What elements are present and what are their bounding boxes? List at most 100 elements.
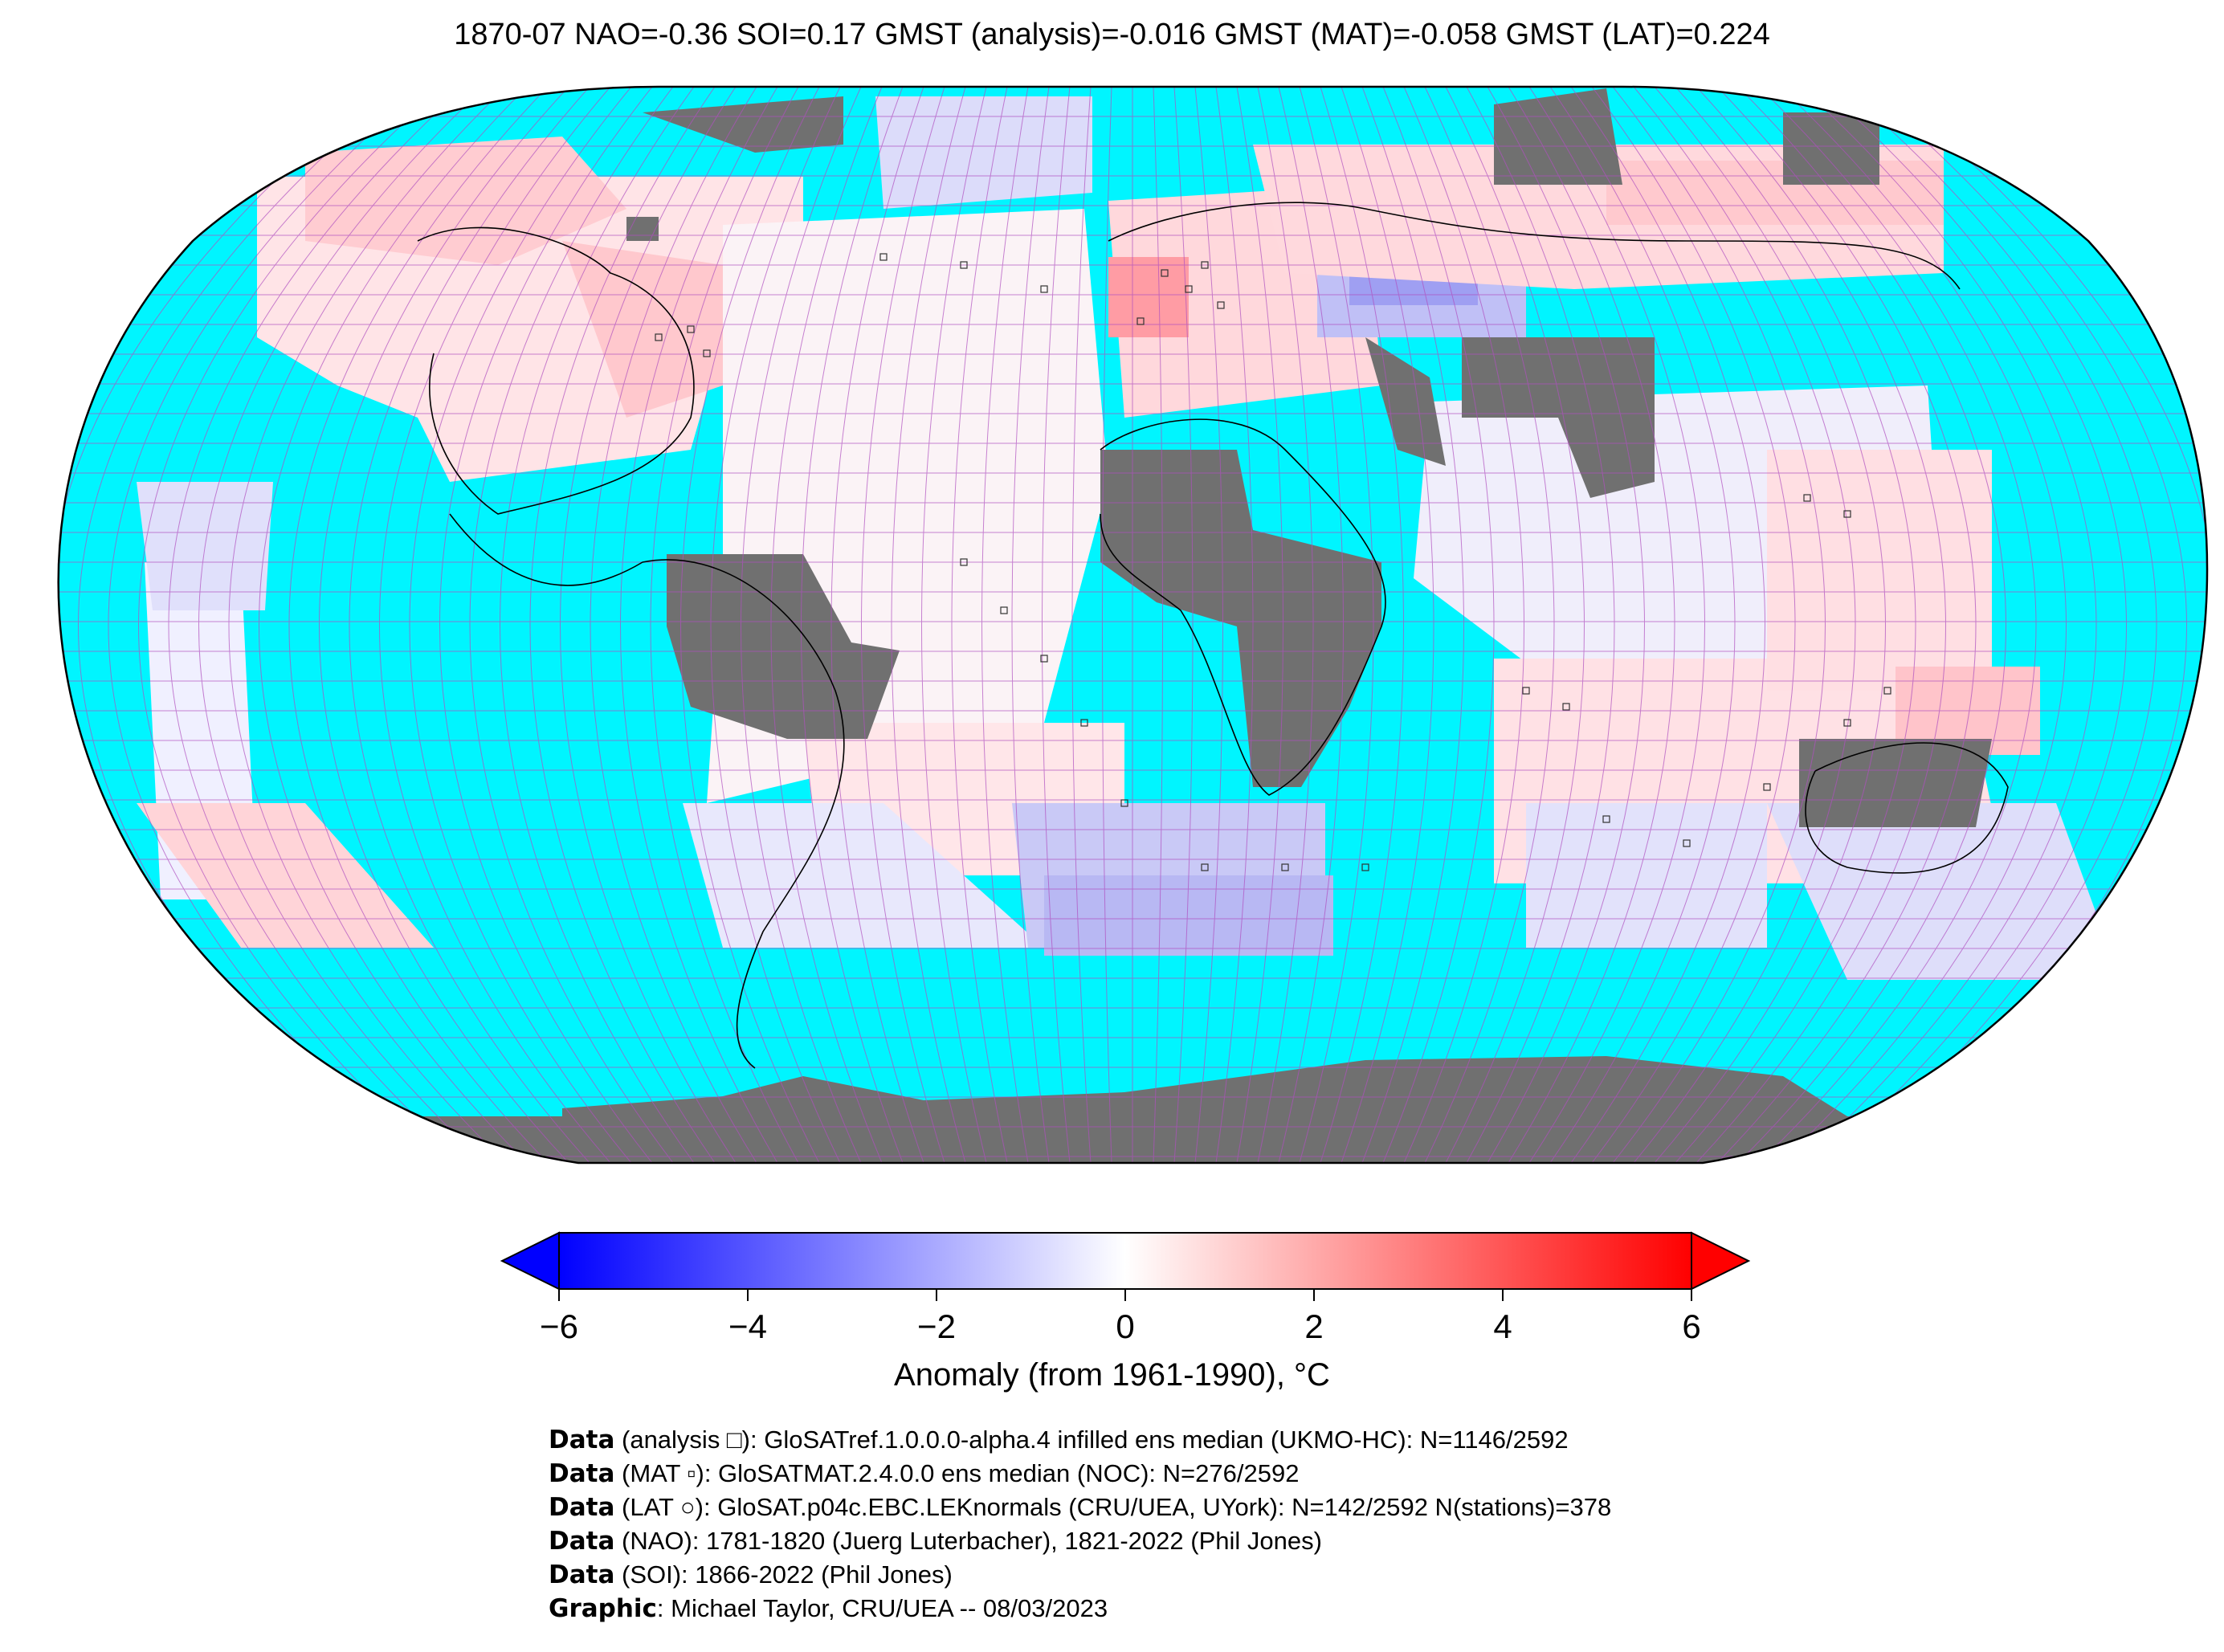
grid-line xyxy=(1215,87,1254,1163)
coastlines xyxy=(417,202,2009,1069)
grid-line xyxy=(981,87,1029,1163)
grid-line xyxy=(861,87,945,1163)
grid-line xyxy=(1675,87,1916,1163)
colorbar-extend-cold xyxy=(500,1231,560,1291)
grid-line xyxy=(710,87,841,1163)
grid-line xyxy=(319,87,569,1163)
grid-line xyxy=(1487,87,1645,1163)
station-marker xyxy=(703,349,711,357)
grid-line xyxy=(529,87,716,1163)
grid-lines xyxy=(58,87,2208,1163)
grid-line xyxy=(1102,87,1112,1163)
colorbar-tick: −2 xyxy=(917,1307,956,1345)
grid-line xyxy=(500,87,695,1163)
grid-line xyxy=(1570,87,1765,1163)
grid-line xyxy=(830,87,924,1163)
station-marker xyxy=(1562,703,1570,711)
grid-line xyxy=(1173,87,1194,1163)
station-marker xyxy=(1080,719,1088,727)
grid-line xyxy=(770,87,883,1163)
credit-line: Data (analysis □): GloSATref.1.0.0.0-alp… xyxy=(549,1426,1569,1454)
grid-line xyxy=(1696,87,1946,1163)
grid-line xyxy=(1737,87,2006,1163)
station-marker xyxy=(1185,285,1193,293)
station-marker xyxy=(1843,719,1851,727)
grid-line xyxy=(1779,87,2067,1163)
grid-line xyxy=(650,87,799,1163)
station-marker xyxy=(1602,815,1610,823)
grid-line xyxy=(801,87,904,1163)
grid-line xyxy=(590,87,757,1163)
grid-line xyxy=(1821,87,2127,1163)
grid-line xyxy=(1361,87,1464,1163)
grid-line xyxy=(1716,87,1977,1163)
colorbar-tick: −4 xyxy=(728,1307,767,1345)
grid-line xyxy=(1236,87,1283,1163)
grid-line xyxy=(1341,87,1434,1163)
station-marker xyxy=(1281,863,1289,871)
grid-line xyxy=(1424,87,1555,1163)
station-marker xyxy=(1883,687,1891,695)
credit-line: Graphic: Michael Taylor, CRU/UEA -- 08/0… xyxy=(549,1594,1108,1623)
grid-line xyxy=(620,87,778,1163)
colorbar-tick: 2 xyxy=(1304,1307,1324,1345)
station-marker xyxy=(1040,285,1048,293)
grid-line xyxy=(1800,87,2097,1163)
world-anomaly-map xyxy=(57,85,2209,1165)
grid-line xyxy=(1508,87,1675,1163)
colorbar-gradient xyxy=(558,1232,1692,1290)
station-marker xyxy=(1843,510,1851,518)
grid-line xyxy=(951,87,1008,1163)
grid-line xyxy=(1071,87,1092,1163)
station-marker xyxy=(1201,261,1209,269)
grid-line xyxy=(560,87,737,1163)
station-marker xyxy=(1217,301,1225,309)
station-markers xyxy=(655,253,1891,871)
grid-line xyxy=(1466,87,1615,1163)
station-marker xyxy=(1040,655,1048,663)
grid-line xyxy=(1403,87,1524,1163)
grid-line xyxy=(741,87,862,1163)
grid-line xyxy=(228,87,507,1163)
map-title: 1870-07 NAO=-0.36 SOI=0.17 GMST (analysi… xyxy=(454,18,1770,51)
station-marker xyxy=(687,325,695,333)
grid-line xyxy=(168,87,465,1163)
grid-line xyxy=(379,87,611,1163)
grid-line xyxy=(1633,87,1856,1163)
credit-line: Data (SOI): 1866-2022 (Phil Jones) xyxy=(549,1560,953,1589)
credit-line: Data (MAT ▫): GloSATMAT.2.4.0.0 ens medi… xyxy=(549,1459,1300,1488)
grid-line xyxy=(288,87,549,1163)
grid-line xyxy=(1320,87,1404,1163)
colorbar-tick: 4 xyxy=(1493,1307,1512,1345)
missing-land xyxy=(321,88,1992,1163)
grid-line xyxy=(921,87,987,1163)
colorbar-tick: 0 xyxy=(1116,1307,1135,1345)
grid-line xyxy=(409,87,632,1163)
station-marker xyxy=(1136,317,1145,325)
colorbar-extend-warm xyxy=(1691,1231,1751,1291)
colorbar-tick: 6 xyxy=(1682,1307,1701,1345)
station-marker xyxy=(879,253,888,261)
grid-line xyxy=(259,87,528,1163)
credit-line: Data (LAT ○): GloSAT.p04c.EBC.LEKnormals… xyxy=(549,1493,1612,1522)
station-marker xyxy=(1361,863,1369,871)
grid-line xyxy=(1257,87,1314,1163)
station-marker xyxy=(1120,799,1128,807)
grid-line xyxy=(1278,87,1344,1163)
grid-line xyxy=(1011,87,1050,1163)
station-marker xyxy=(1522,687,1530,695)
grid-line xyxy=(138,87,444,1163)
grid-line xyxy=(891,87,966,1163)
grid-line xyxy=(1842,87,2157,1163)
globe-outline xyxy=(57,85,2209,1165)
station-marker xyxy=(655,333,663,341)
station-marker xyxy=(1763,783,1771,791)
grid-line xyxy=(1758,87,2037,1163)
grid-line xyxy=(1528,87,1705,1163)
grid-line xyxy=(469,87,674,1163)
grid-line xyxy=(349,87,590,1163)
grid-line xyxy=(198,87,486,1163)
grid-line xyxy=(108,87,423,1163)
station-marker xyxy=(1161,269,1169,277)
station-marker xyxy=(1803,494,1811,502)
